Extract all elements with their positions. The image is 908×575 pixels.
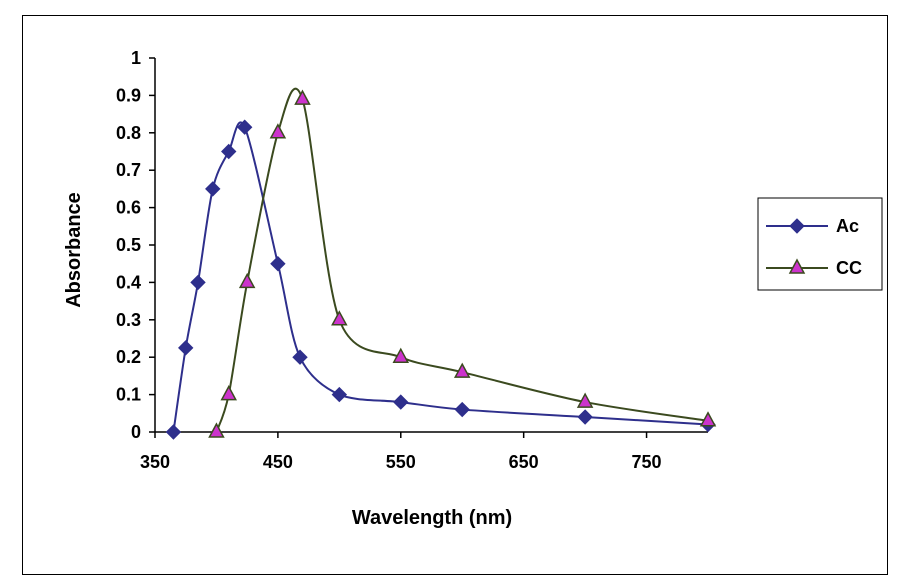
series-cc <box>208 87 717 438</box>
y-tick-label: 0.6 <box>116 198 141 218</box>
data-point <box>205 181 221 197</box>
x-axis-ticks: 350 450 550 650 750 <box>140 432 662 472</box>
x-tick-label: 450 <box>263 452 293 472</box>
y-tick-label: 0.8 <box>116 123 141 143</box>
y-tick-label: 0.1 <box>116 385 141 405</box>
data-point <box>294 89 311 105</box>
data-point <box>392 347 410 363</box>
y-tick-label: 0.4 <box>116 272 141 292</box>
legend-marker <box>789 218 805 234</box>
x-tick-label: 750 <box>632 452 662 472</box>
y-tick-label: 0.3 <box>116 310 141 330</box>
data-point <box>269 123 287 139</box>
legend-box <box>757 197 883 291</box>
data-point <box>577 409 593 425</box>
series-line <box>215 87 709 433</box>
y-tick-label: 1 <box>131 48 141 68</box>
legend: Ac CC <box>757 197 883 291</box>
chart-frame <box>22 15 888 575</box>
legend-items: Ac CC <box>766 216 862 278</box>
legend-item-ac: Ac <box>766 216 859 236</box>
data-point <box>220 385 237 401</box>
data-point <box>237 119 253 135</box>
data-point <box>221 143 237 160</box>
y-tick-label: 0.7 <box>116 160 141 180</box>
data-point <box>576 392 594 408</box>
x-tick-label: 350 <box>140 452 170 472</box>
legend-label: Ac <box>836 216 859 236</box>
data-point <box>270 255 286 272</box>
data-point <box>331 310 348 326</box>
data-point <box>208 422 225 438</box>
y-tick-label: 0 <box>131 422 141 442</box>
x-tick-label: 650 <box>509 452 539 472</box>
legend-item-cc: CC <box>766 258 862 278</box>
series-ac <box>165 119 716 440</box>
series-layer <box>165 87 717 440</box>
data-point <box>453 362 471 378</box>
data-point <box>454 401 470 418</box>
y-tick-label: 0.9 <box>116 85 141 105</box>
data-point <box>393 394 409 410</box>
x-tick-label: 550 <box>386 452 416 472</box>
data-point <box>292 349 308 365</box>
data-point <box>165 424 182 440</box>
y-axis-ticks: 0 0.1 0.2 0.3 0.4 0.5 0.6 0.7 0.8 0.9 1 <box>116 48 155 442</box>
data-point <box>178 340 194 356</box>
legend-marker <box>788 258 806 274</box>
y-tick-label: 0.2 <box>116 347 141 367</box>
x-axis-title: Wavelength (nm) <box>352 507 512 529</box>
data-point <box>331 386 348 403</box>
data-point <box>190 274 206 291</box>
series-line <box>172 121 709 433</box>
legend-label: CC <box>836 258 862 278</box>
y-tick-label: 0.5 <box>116 235 141 255</box>
y-axis-title: Absorbance <box>63 192 85 308</box>
data-point <box>238 272 256 289</box>
data-point <box>699 411 717 427</box>
